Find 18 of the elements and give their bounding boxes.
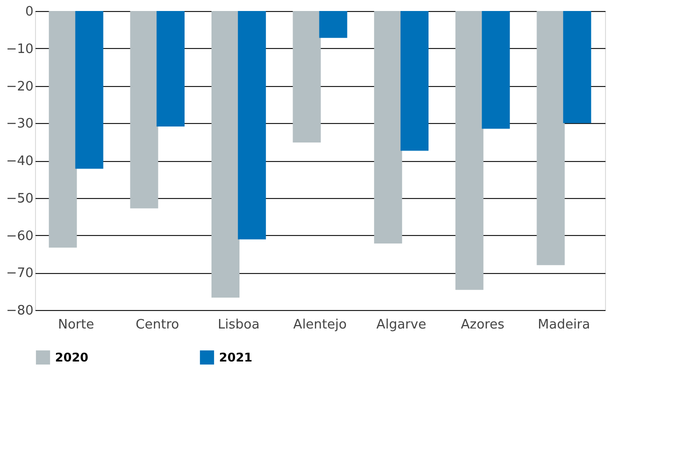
y-tick-label: −60	[6, 228, 34, 244]
y-tick-label: −10	[6, 42, 34, 57]
y-tick-label: −30	[6, 116, 34, 132]
x-tick-label: Centro	[136, 318, 180, 332]
legend-label: 2020	[55, 350, 88, 364]
y-tick-label: −80	[6, 304, 34, 318]
y-tick-label: −20	[6, 79, 34, 94]
x-tick-label: Madeira	[538, 318, 590, 332]
x-tick-label: Alentejo	[293, 318, 347, 332]
y-tick-label: 0	[25, 4, 34, 20]
x-tick-label: Algarve	[376, 318, 426, 332]
y-tick-label: −50	[6, 191, 34, 206]
x-tick-label: Lisboa	[218, 318, 260, 332]
x-tick-label: Azores	[460, 318, 505, 332]
legend-label: 2021	[219, 350, 252, 364]
y-tick-label: −70	[6, 266, 34, 282]
x-tick-label: Norte	[58, 318, 94, 332]
y-tick-label: −40	[6, 154, 34, 169]
